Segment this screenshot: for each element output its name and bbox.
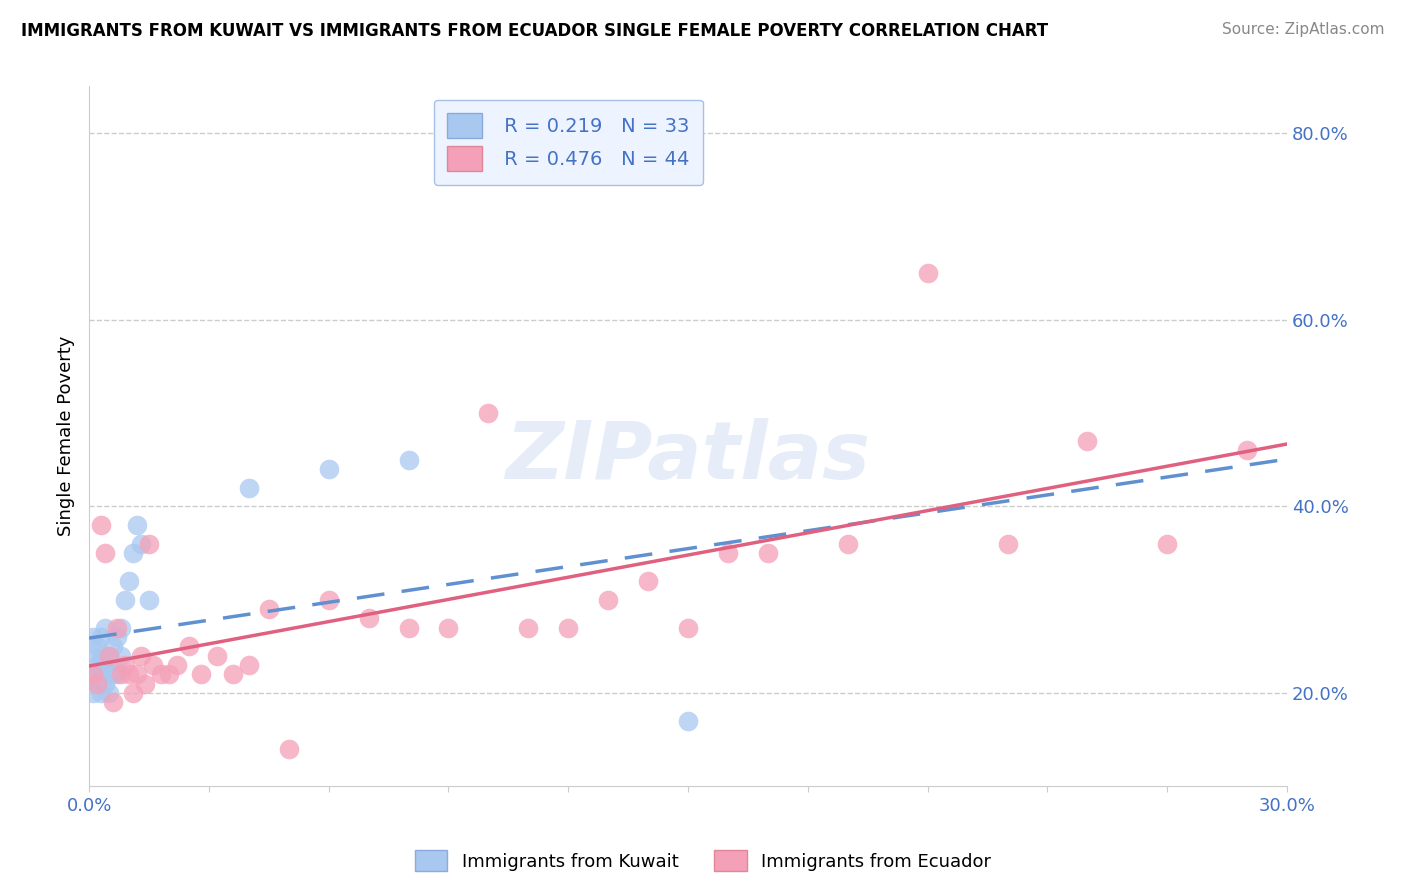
Point	[110, 621, 132, 635]
Point	[94, 546, 117, 560]
Point	[190, 667, 212, 681]
Point	[398, 621, 420, 635]
Point	[557, 621, 579, 635]
Point	[82, 667, 104, 681]
Point	[82, 686, 104, 700]
Point	[101, 639, 124, 653]
Point	[101, 667, 124, 681]
Point	[257, 602, 280, 616]
Point	[717, 546, 740, 560]
Point	[676, 714, 699, 728]
Point	[86, 676, 108, 690]
Point	[105, 667, 128, 681]
Point	[149, 667, 172, 681]
Point	[129, 648, 152, 663]
Point	[598, 592, 620, 607]
Point	[82, 630, 104, 644]
Point	[118, 667, 141, 681]
Point	[98, 667, 121, 681]
Point	[94, 657, 117, 672]
Point	[82, 667, 104, 681]
Point	[1156, 536, 1178, 550]
Point	[118, 574, 141, 588]
Point	[90, 686, 112, 700]
Point	[997, 536, 1019, 550]
Point	[86, 639, 108, 653]
Point	[138, 536, 160, 550]
Point	[94, 621, 117, 635]
Point	[94, 676, 117, 690]
Point	[105, 621, 128, 635]
Point	[98, 648, 121, 663]
Y-axis label: Single Female Poverty: Single Female Poverty	[58, 336, 75, 536]
Point	[357, 611, 380, 625]
Point	[238, 481, 260, 495]
Text: ZIPatlas: ZIPatlas	[506, 418, 870, 496]
Text: IMMIGRANTS FROM KUWAIT VS IMMIGRANTS FROM ECUADOR SINGLE FEMALE POVERTY CORRELAT: IMMIGRANTS FROM KUWAIT VS IMMIGRANTS FRO…	[21, 22, 1049, 40]
Point	[238, 657, 260, 672]
Point	[1236, 443, 1258, 458]
Point	[125, 517, 148, 532]
Point	[157, 667, 180, 681]
Point	[837, 536, 859, 550]
Point	[318, 592, 340, 607]
Point	[90, 648, 112, 663]
Point	[129, 536, 152, 550]
Point	[177, 639, 200, 653]
Point	[90, 630, 112, 644]
Point	[101, 695, 124, 709]
Point	[125, 667, 148, 681]
Point	[90, 517, 112, 532]
Point	[138, 592, 160, 607]
Legend:  R = 0.219   N = 33,  R = 0.476   N = 44: R = 0.219 N = 33, R = 0.476 N = 44	[433, 100, 703, 185]
Point	[1076, 434, 1098, 448]
Point	[142, 657, 165, 672]
Point	[517, 621, 540, 635]
Point	[110, 648, 132, 663]
Point	[82, 648, 104, 663]
Point	[86, 657, 108, 672]
Point	[205, 648, 228, 663]
Text: Source: ZipAtlas.com: Source: ZipAtlas.com	[1222, 22, 1385, 37]
Point	[398, 452, 420, 467]
Point	[122, 686, 145, 700]
Point	[917, 266, 939, 280]
Point	[86, 676, 108, 690]
Point	[105, 630, 128, 644]
Point	[166, 657, 188, 672]
Point	[114, 592, 136, 607]
Point	[637, 574, 659, 588]
Point	[114, 657, 136, 672]
Point	[90, 667, 112, 681]
Point	[318, 462, 340, 476]
Point	[437, 621, 460, 635]
Point	[756, 546, 779, 560]
Point	[477, 406, 499, 420]
Legend: Immigrants from Kuwait, Immigrants from Ecuador: Immigrants from Kuwait, Immigrants from …	[408, 843, 998, 879]
Point	[277, 741, 299, 756]
Point	[134, 676, 156, 690]
Point	[222, 667, 245, 681]
Point	[122, 546, 145, 560]
Point	[676, 621, 699, 635]
Point	[98, 648, 121, 663]
Point	[98, 686, 121, 700]
Point	[110, 667, 132, 681]
